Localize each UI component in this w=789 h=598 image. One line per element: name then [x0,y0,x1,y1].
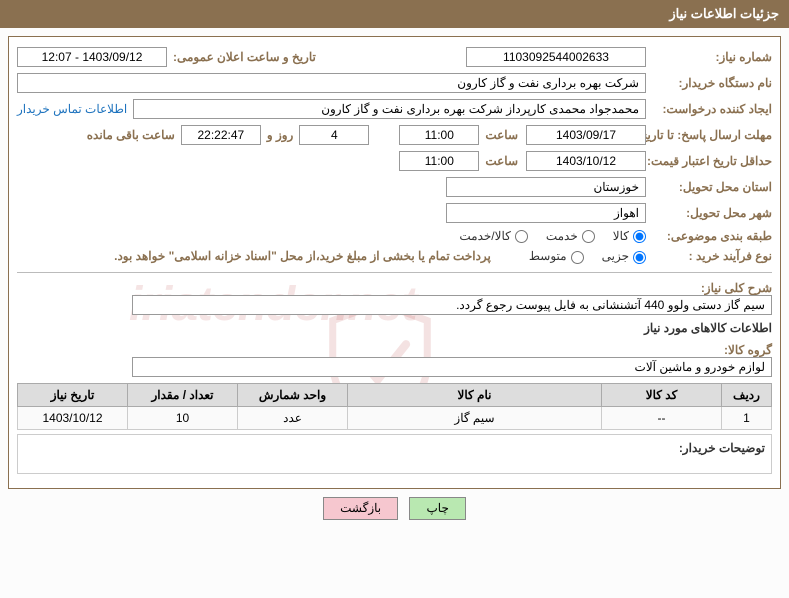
row-requester: ایجاد کننده درخواست: محمدجواد محمدی کارپ… [17,99,772,119]
requester-label: ایجاد کننده درخواست: [652,102,772,116]
proc-partial-text: جزیی [602,249,629,263]
buyer-org-label: نام دستگاه خریدار: [652,76,772,90]
proc-partial-option[interactable]: جزیی [602,249,646,263]
buyer-notes-label: توضیحات خریدار: [641,435,771,473]
cat-goods-text: کالا [613,229,629,243]
reply-hour-field: 11:00 [399,125,479,145]
proc-medium-radio[interactable] [571,251,584,264]
province-label: استان محل تحویل: [652,180,772,194]
announce-field: 1403/09/12 - 12:07 [17,47,167,67]
process-label: نوع فرآیند خرید : [652,249,772,263]
row-process: نوع فرآیند خرید : جزیی متوسط پرداخت تمام… [17,249,772,263]
row-validity: حداقل تاریخ اعتبار قیمت: تا تاریخ: 1403/… [17,151,772,171]
td-row: 1 [722,406,772,429]
reply-hour-label: ساعت [485,128,518,142]
cat-goods-option[interactable]: کالا [613,229,646,243]
reply-date-field: 1403/09/17 [526,125,646,145]
row-category: طبقه بندی موضوعی: کالا خدمت کالا/خدمت [17,229,772,243]
divider-1 [17,272,772,273]
actions-bar: چاپ بازگشت [0,497,789,520]
validity-hour-field: 11:00 [399,151,479,171]
validity-date-field: 1403/10/12 [526,151,646,171]
table-row: 1 -- سیم گاز عدد 10 1403/10/12 [18,406,772,429]
th-unit: واحد شمارش [238,383,348,406]
buyer-notes-box: توضیحات خریدار: [17,434,772,474]
td-unit: عدد [238,406,348,429]
row-province: استان محل تحویل: خوزستان [17,177,772,197]
td-qty: 10 [128,406,238,429]
cat-service-radio[interactable] [582,230,595,243]
buyer-org-field: شرکت بهره برداری نفت و گاز کارون [17,73,646,93]
announce-label: تاریخ و ساعت اعلان عمومی: [173,50,316,64]
th-row: ردیف [722,383,772,406]
back-button[interactable]: بازگشت [323,497,398,520]
td-code: -- [602,406,722,429]
goods-section-title: اطلاعات کالاهای مورد نیاز [17,321,772,335]
city-field: اهواز [446,203,646,223]
cat-both-radio[interactable] [515,230,528,243]
th-code: کد کالا [602,383,722,406]
days-count-field: 4 [299,125,369,145]
need-number-field: 1103092544002633 [466,47,646,67]
cat-both-text: کالا/خدمت [459,229,510,243]
th-name: نام کالا [348,383,602,406]
group-label: گروه کالا: [652,343,772,357]
requester-field: محمدجواد محمدی کارپرداز شرکت بهره برداری… [133,99,646,119]
th-qty: تعداد / مقدار [128,383,238,406]
need-number-label: شماره نیاز: [652,50,772,64]
row-summary: شرح کلی نیاز: سیم گاز دستی ولوو 440 آتشن… [17,281,772,315]
cat-service-text: خدمت [546,229,578,243]
validity-label: حداقل تاریخ اعتبار قیمت: تا تاریخ: [652,154,772,168]
group-field: لوازم خودرو و ماشین آلات [132,357,772,377]
category-label: طبقه بندی موضوعی: [652,229,772,243]
buyer-notes-content [18,435,641,473]
summary-field: سیم گاز دستی ولوو 440 آتشنشانی به فایل پ… [132,295,772,315]
row-reply-deadline: مهلت ارسال پاسخ: تا تاریخ: 1403/09/17 سا… [17,125,772,145]
row-need-number: شماره نیاز: 1103092544002633 تاریخ و ساع… [17,47,772,67]
cat-both-option[interactable]: کالا/خدمت [459,229,527,243]
row-group: گروه کالا: لوازم خودرو و ماشین آلات [17,343,772,377]
city-label: شهر محل تحویل: [652,206,772,220]
print-button[interactable]: چاپ [409,497,465,520]
province-field: خوزستان [446,177,646,197]
time-remaining-field: 22:22:47 [181,125,261,145]
td-name: سیم گاز [348,406,602,429]
proc-partial-radio[interactable] [633,251,646,264]
panel-header: جزئیات اطلاعات نیاز [0,0,789,28]
payment-note: پرداخت تمام یا بخشی از مبلغ خرید،از محل … [114,249,491,263]
validity-hour-label: ساعت [485,154,518,168]
panel-title: جزئیات اطلاعات نیاز [669,6,779,21]
days-and-label: روز و [267,128,294,142]
goods-table: ردیف کد کالا نام کالا واحد شمارش تعداد /… [17,383,772,430]
td-date: 1403/10/12 [18,406,128,429]
proc-medium-text: متوسط [529,249,567,263]
proc-medium-option[interactable]: متوسط [529,249,584,263]
summary-label: شرح کلی نیاز: [652,281,772,295]
table-header-row: ردیف کد کالا نام کالا واحد شمارش تعداد /… [18,383,772,406]
panel-body: iriatender.net شماره نیاز: 1103092544002… [8,36,781,489]
th-date: تاریخ نیاز [18,383,128,406]
buyer-contact-link[interactable]: اطلاعات تماس خریدار [17,102,127,116]
reply-deadline-label: مهلت ارسال پاسخ: تا تاریخ: [652,128,772,142]
cat-service-option[interactable]: خدمت [546,229,595,243]
time-remaining-label: ساعت باقی مانده [87,128,175,142]
row-city: شهر محل تحویل: اهواز [17,203,772,223]
row-buyer-org: نام دستگاه خریدار: شرکت بهره برداری نفت … [17,73,772,93]
cat-goods-radio[interactable] [633,230,646,243]
